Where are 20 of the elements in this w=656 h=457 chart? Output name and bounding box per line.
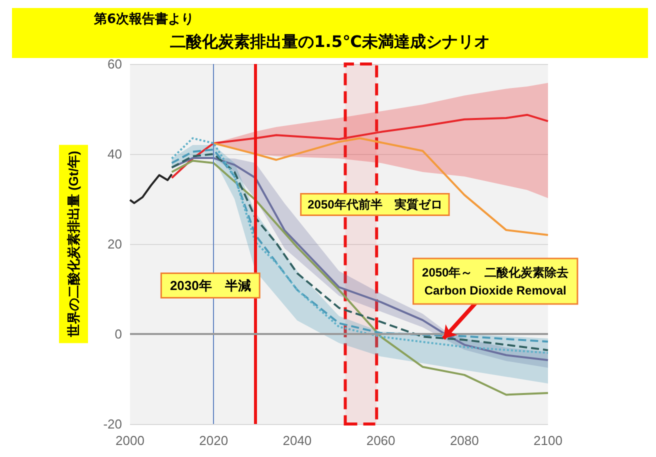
chart-subtitle: 第6次報告書より: [94, 10, 194, 28]
chart-title: 二酸化炭素排出量の1.5℃未満達成シナリオ: [169, 32, 491, 53]
x-tick-label: 2040: [282, 433, 312, 448]
x-tick-label: 2100: [534, 433, 562, 448]
x-tick-label: 2020: [199, 433, 228, 448]
y-tick-label: 60: [108, 56, 122, 72]
line-series: [212, 137, 549, 236]
band-label: 2050年代前半 実質ゼロ: [308, 198, 442, 212]
ref-line-label: 2030年 半減: [170, 278, 251, 293]
x-tick-label: 2080: [450, 433, 479, 448]
y-tick-label: -20: [103, 416, 122, 432]
y-tick-label: 0: [114, 326, 122, 342]
y-axis-title: 世界の二酸化炭素排出量 (Gt/年): [66, 150, 81, 338]
line-series: [170, 114, 549, 179]
line-series: [129, 173, 173, 204]
y-tick-label: 20: [108, 236, 122, 252]
annotation: 2050年～ 二酸化炭素除去 Carbon Dioxide Removal: [422, 265, 569, 298]
x-tick-label: 2060: [366, 433, 396, 448]
y-tick-label: 40: [108, 146, 122, 162]
x-tick-label: 2000: [116, 433, 144, 448]
